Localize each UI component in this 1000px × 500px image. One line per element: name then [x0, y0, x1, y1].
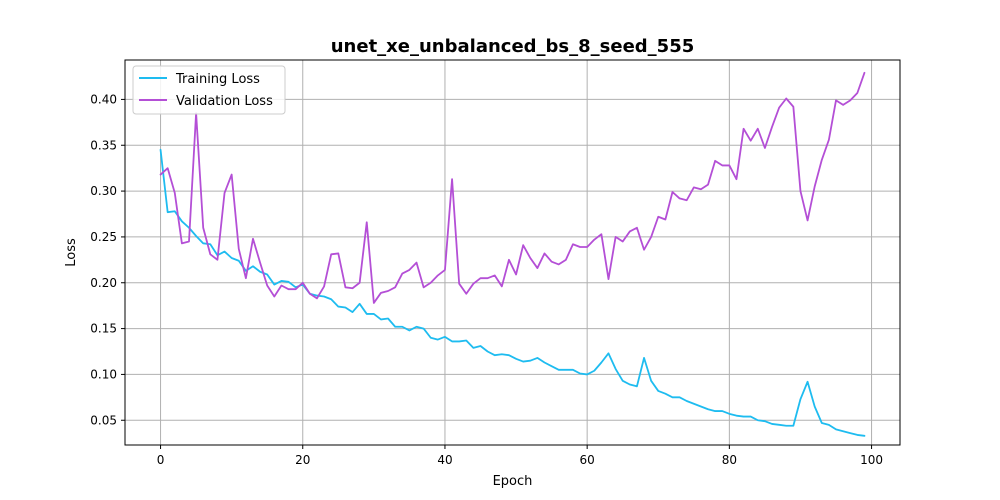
grid-layer: [125, 60, 900, 445]
y-tick-label: 0.05: [90, 413, 117, 427]
legend: Training Loss Validation Loss: [132, 65, 286, 115]
x-tick-label: 0: [157, 453, 165, 467]
y-tick-label: 0.15: [90, 322, 117, 336]
chart-title: unet_xe_unbalanced_bs_8_seed_555: [331, 36, 695, 57]
y-tick-label: 0.40: [90, 92, 117, 106]
legend-label-training: Training Loss: [175, 72, 260, 87]
x-tick-label: 60: [580, 453, 595, 467]
x-axis-label: Epoch: [493, 474, 533, 489]
y-tick-label: 0.35: [90, 138, 117, 152]
tick-layer: 0 20 40 60 80 100 0.05 0.10 0.15 0.20 0.25 0.30 0.35…: [90, 92, 883, 467]
y-axis-label: Loss: [64, 238, 79, 267]
training-loss-line: [159, 148, 866, 437]
y-tick-label: 0.20: [90, 276, 117, 290]
y-tick-label: 0.30: [90, 184, 117, 198]
validation-loss-line: [159, 71, 866, 304]
x-tick-label: 40: [437, 453, 452, 467]
x-tick-label: 100: [860, 453, 883, 467]
legend-box: [132, 65, 286, 115]
legend-label-validation: Validation Loss: [176, 94, 273, 109]
y-tick-label: 0.25: [90, 230, 117, 244]
x-tick-label: 80: [722, 453, 737, 467]
plot-frame: [124, 59, 901, 446]
y-tick-label: 0.10: [90, 367, 117, 381]
x-tick-label: 20: [295, 453, 310, 467]
series-layer: [159, 71, 866, 437]
